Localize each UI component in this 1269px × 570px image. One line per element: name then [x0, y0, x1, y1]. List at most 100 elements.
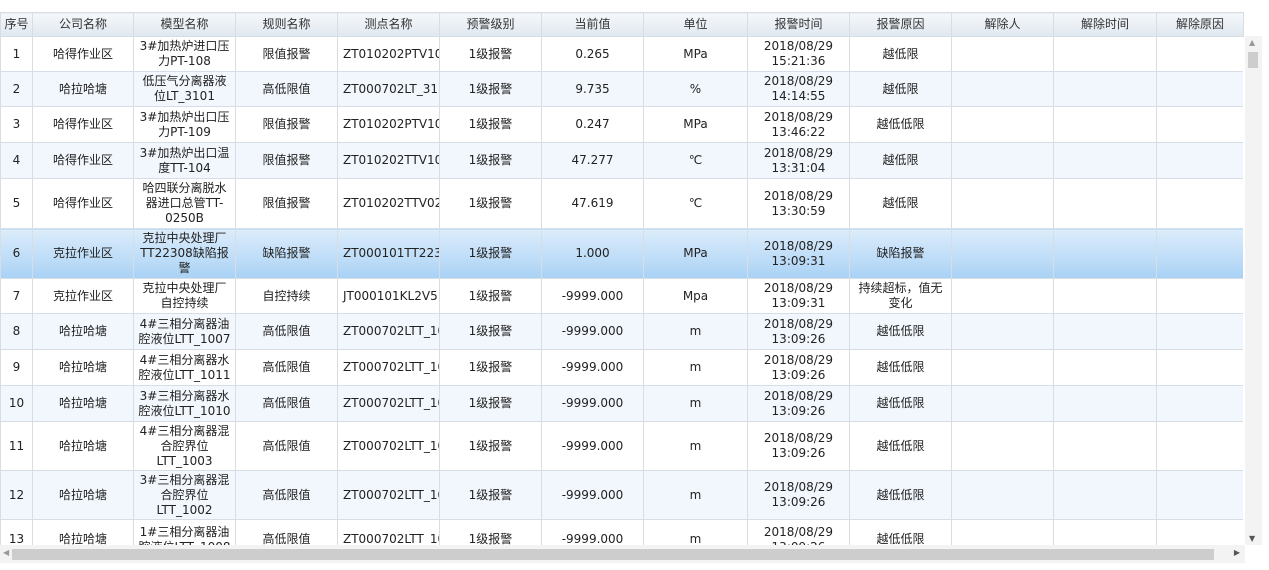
cell-alarm-time: 2018/08/29 13:09:26 [747, 470, 850, 520]
scroll-down-icon[interactable]: ▼ [1249, 534, 1256, 543]
cell-rule: 高低限值 [235, 71, 338, 107]
cell-value: -9999.000 [541, 278, 644, 314]
column-header-model[interactable]: 模型名称 [133, 12, 236, 37]
horizontal-scrollbar[interactable]: ◀ ▶ [0, 545, 1245, 563]
table-row[interactable]: 12 哈拉哈塘 3#三相分离器混合腔界位LTT_1002 高低限值 ZT000702LT… [0, 470, 1243, 520]
cell-alarm-reason: 越低限 [849, 71, 952, 107]
cell-seq: 5 [0, 178, 33, 229]
cell-alarm-time: 2018/08/29 13:46:22 [747, 106, 850, 143]
cell-value: -9999.000 [541, 470, 644, 520]
cell-cleared-by [951, 313, 1054, 350]
cell-unit: m [643, 313, 748, 350]
table-row[interactable]: 10 哈拉哈塘 3#三相分离器水腔液位LTT_1010 高低限值 ZT000702LTT… [0, 385, 1243, 422]
cell-rule: 高低限值 [235, 313, 338, 350]
cell-seq: 1 [0, 36, 33, 72]
cell-unit: MPa [643, 228, 748, 279]
cell-alarm-reason: 越低低限 [849, 421, 952, 471]
table-row[interactable]: 1 哈得作业区 3#加热炉进口压力PT-108 限值报警 ZT010202PTV10 1级… [0, 36, 1243, 72]
cell-clear-reason [1156, 385, 1243, 422]
column-header-alarm-reason[interactable]: 报警原因 [849, 12, 952, 37]
cell-model: 3#加热炉出口压力PT-109 [133, 106, 236, 143]
column-header-clear-time[interactable]: 解除时间 [1053, 12, 1157, 37]
table-row[interactable]: 9 哈拉哈塘 4#三相分离器水腔液位LTT_1011 高低限值 ZT000702LTT_… [0, 349, 1243, 386]
cell-clear-reason [1156, 106, 1243, 143]
scroll-up-icon[interactable]: ▲ [1249, 38, 1256, 47]
cell-alarm-time: 2018/08/29 13:09:26 [747, 519, 850, 545]
horizontal-scroll-thumb[interactable] [12, 549, 1214, 560]
cell-rule: 限值报警 [235, 178, 338, 229]
vertical-scrollbar[interactable]: ▲ ▼ [1245, 36, 1262, 545]
column-header-cleared-by[interactable]: 解除人 [951, 12, 1054, 37]
cell-alarm-time: 2018/08/29 13:09:26 [747, 313, 850, 350]
cell-rule: 高低限值 [235, 349, 338, 386]
cell-value: 0.265 [541, 36, 644, 72]
cell-level: 1级报警 [439, 36, 542, 72]
cell-value: 0.247 [541, 106, 644, 143]
cell-seq: 2 [0, 71, 33, 107]
cell-alarm-reason: 越低低限 [849, 470, 952, 520]
cell-cleared-by [951, 349, 1054, 386]
cell-point: ZT000702LTT_10 [337, 385, 440, 422]
table-row[interactable]: 6 克拉作业区 克拉中央处理厂TT22308缺陷报警 缺陷报警 ZT000101TT22… [0, 228, 1243, 279]
scroll-left-icon[interactable]: ◀ [3, 548, 10, 557]
cell-value: 9.735 [541, 71, 644, 107]
cell-unit: ℃ [643, 178, 748, 229]
cell-point: ZT000702LTT_10 [337, 519, 440, 545]
column-header-rule[interactable]: 规则名称 [235, 12, 338, 37]
table-row[interactable]: 8 哈拉哈塘 4#三相分离器油腔液位LTT_1007 高低限值 ZT000702LTT_… [0, 313, 1243, 350]
cell-model: 3#三相分离器水腔液位LTT_1010 [133, 385, 236, 422]
cell-model: 克拉中央处理厂自控持续 [133, 278, 236, 314]
table-row[interactable]: 4 哈得作业区 3#加热炉出口温度TT-104 限值报警 ZT010202TTV10 1级… [0, 142, 1243, 179]
cell-alarm-time: 2018/08/29 13:09:26 [747, 349, 850, 386]
cell-clear-reason [1156, 228, 1243, 279]
table-row[interactable]: 11 哈拉哈塘 4#三相分离器混合腔界位LTT_1003 高低限值 ZT000702LT… [0, 421, 1243, 471]
cell-clear-time [1053, 278, 1157, 314]
cell-cleared-by [951, 142, 1054, 179]
table-row[interactable]: 3 哈得作业区 3#加热炉出口压力PT-109 限值报警 ZT010202PTV10 1级… [0, 106, 1243, 143]
cell-cleared-by [951, 71, 1054, 107]
cell-level: 1级报警 [439, 519, 542, 545]
cell-clear-time [1053, 519, 1157, 545]
cell-level: 1级报警 [439, 385, 542, 422]
cell-unit: m [643, 349, 748, 386]
cell-unit: m [643, 421, 748, 471]
cell-alarm-time: 2018/08/29 13:31:04 [747, 142, 850, 179]
cell-seq: 13 [0, 519, 33, 545]
table-row[interactable]: 2 哈拉哈塘 低压气分离器液位LT_3101 高低限值 ZT000702LT_31 1级报… [0, 71, 1243, 107]
cell-company: 哈得作业区 [32, 178, 134, 229]
cell-point: ZT000702LTT_10 [337, 313, 440, 350]
cell-model: 3#加热炉进口压力PT-108 [133, 36, 236, 72]
cell-company: 哈拉哈塘 [32, 313, 134, 350]
cell-company: 哈拉哈塘 [32, 421, 134, 471]
cell-alarm-reason: 持续超标，值无变化 [849, 278, 952, 314]
cell-seq: 4 [0, 142, 33, 179]
column-header-alarm-time[interactable]: 报警时间 [747, 12, 850, 37]
column-header-company[interactable]: 公司名称 [32, 12, 134, 37]
cell-level: 1级报警 [439, 313, 542, 350]
cell-level: 1级报警 [439, 228, 542, 279]
scroll-right-icon[interactable]: ▶ [1233, 548, 1240, 557]
cell-model: 4#三相分离器油腔液位LTT_1007 [133, 313, 236, 350]
cell-rule: 高低限值 [235, 421, 338, 471]
column-header-clear-reason[interactable]: 解除原因 [1156, 12, 1244, 37]
cell-unit: MPa [643, 36, 748, 72]
cell-cleared-by [951, 421, 1054, 471]
column-header-point[interactable]: 测点名称 [337, 12, 440, 37]
table-row[interactable]: 5 哈得作业区 哈四联分离脱水器进口总管TT-0250B 限值报警 ZT010202TT… [0, 178, 1243, 229]
column-header-value[interactable]: 当前值 [541, 12, 644, 37]
cell-point: ZT000702LTT_10 [337, 349, 440, 386]
vertical-scroll-thumb[interactable] [1248, 52, 1258, 68]
column-header-unit[interactable]: 单位 [643, 12, 748, 37]
cell-point: ZT010202PTV10 [337, 106, 440, 143]
cell-rule: 高低限值 [235, 385, 338, 422]
table-row[interactable]: 13哈拉哈塘1#三相分离器油腔液位LTT_1008高低限值ZT000702LTT… [0, 519, 1243, 545]
cell-rule: 高低限值 [235, 519, 338, 545]
cell-unit: m [643, 519, 748, 545]
table-row[interactable]: 7 克拉作业区 克拉中央处理厂自控持续 自控持续 JT000101KL2V51 1级报警 -… [0, 278, 1243, 314]
cell-rule: 自控持续 [235, 278, 338, 314]
cell-clear-time [1053, 228, 1157, 279]
column-header-level[interactable]: 预警级别 [439, 12, 542, 37]
column-header-seq[interactable]: 序号 [0, 12, 33, 37]
cell-alarm-reason: 越低限 [849, 142, 952, 179]
cell-company: 克拉作业区 [32, 228, 134, 279]
